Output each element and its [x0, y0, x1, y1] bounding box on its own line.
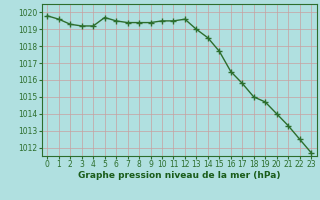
X-axis label: Graphe pression niveau de la mer (hPa): Graphe pression niveau de la mer (hPa)	[78, 171, 280, 180]
